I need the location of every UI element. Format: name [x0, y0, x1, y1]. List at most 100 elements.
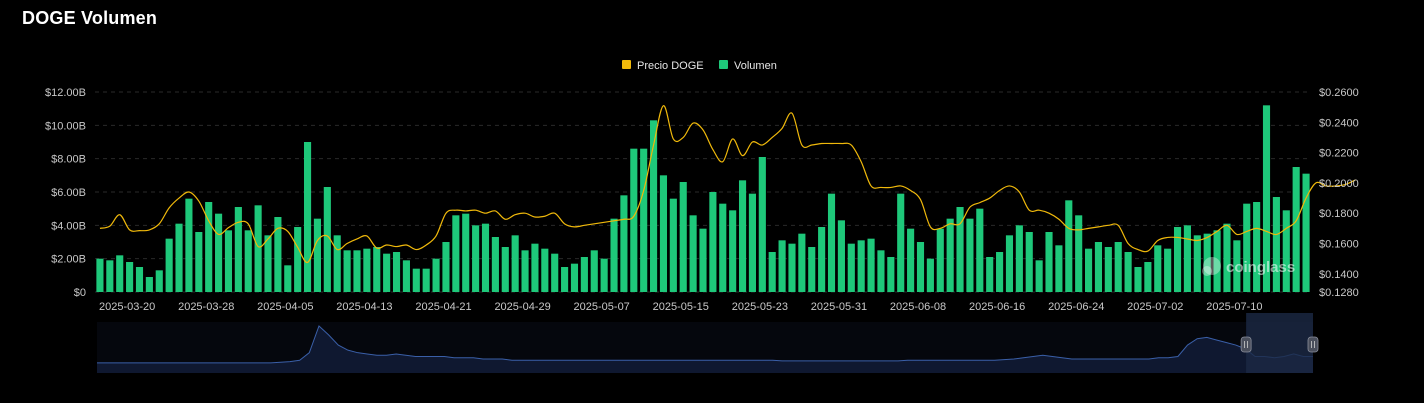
volume-bar[interactable] — [561, 267, 569, 292]
volume-bar[interactable] — [758, 157, 766, 292]
volume-bar[interactable] — [165, 238, 173, 292]
volume-bar[interactable] — [1045, 232, 1053, 292]
volume-bar[interactable] — [363, 248, 371, 292]
price-line-layer[interactable] — [99, 105, 1356, 264]
volume-bar[interactable] — [1134, 267, 1142, 292]
volume-bar[interactable] — [1055, 245, 1063, 292]
volume-bar[interactable] — [887, 257, 895, 292]
volume-bar[interactable] — [1183, 225, 1191, 292]
volume-bar[interactable] — [264, 235, 272, 292]
volume-bar[interactable] — [452, 215, 460, 292]
navigator[interactable] — [97, 313, 1319, 373]
volume-bar[interactable] — [1193, 235, 1201, 292]
volume-bar[interactable] — [1144, 262, 1152, 292]
volume-bar[interactable] — [1065, 200, 1073, 292]
volume-bar[interactable] — [748, 193, 756, 292]
volume-bar[interactable] — [511, 235, 519, 292]
volume-bar[interactable] — [313, 218, 321, 292]
volume-bar[interactable] — [333, 235, 341, 292]
volume-bar[interactable] — [1213, 230, 1221, 292]
volume-bar[interactable] — [323, 187, 331, 292]
volume-bar[interactable] — [1262, 105, 1271, 292]
volume-bar[interactable] — [116, 255, 124, 292]
volume-bar[interactable] — [1154, 245, 1162, 292]
volume-bar[interactable] — [1223, 223, 1231, 292]
volume-bar[interactable] — [481, 223, 490, 292]
volume-bar[interactable] — [294, 227, 302, 292]
volume-bar[interactable] — [1282, 210, 1290, 292]
volume-bar[interactable] — [353, 250, 361, 292]
volume-bar[interactable] — [392, 252, 401, 292]
volume-bar[interactable] — [907, 228, 915, 292]
volume-bar[interactable] — [1114, 242, 1122, 292]
volume-bar[interactable] — [1104, 247, 1112, 292]
legend-item-price[interactable]: Precio DOGE — [622, 60, 704, 72]
volume-bar[interactable] — [600, 258, 608, 292]
volume-bar[interactable] — [491, 237, 499, 292]
volume-bar[interactable] — [185, 198, 193, 292]
volume-bar[interactable] — [373, 247, 381, 292]
volume-bar[interactable] — [254, 205, 262, 292]
volume-bar[interactable] — [472, 225, 480, 292]
volume-bar[interactable] — [1164, 248, 1172, 292]
volume-bar[interactable] — [1015, 225, 1023, 292]
volume-bar[interactable] — [768, 252, 776, 292]
volume-bar[interactable] — [857, 240, 865, 292]
volume-bar[interactable] — [135, 267, 144, 292]
volume-bar[interactable] — [244, 230, 252, 292]
volume-bar[interactable] — [966, 218, 974, 292]
volume-bar[interactable] — [402, 260, 410, 292]
navigator-selection[interactable] — [1246, 313, 1313, 373]
volume-bar[interactable] — [422, 268, 430, 292]
volume-bar[interactable] — [669, 198, 677, 292]
volume-bar[interactable] — [827, 193, 836, 292]
handle-grip-icon[interactable] — [1240, 336, 1252, 353]
navigator-handle-left[interactable] — [1240, 336, 1252, 353]
volume-bar[interactable] — [946, 218, 954, 292]
volume-bar[interactable] — [126, 262, 134, 292]
volume-bar[interactable] — [1243, 203, 1251, 292]
volume-bar[interactable] — [1035, 260, 1043, 292]
volume-bar[interactable] — [659, 175, 668, 292]
volume-bar[interactable] — [432, 258, 440, 292]
volume-bar[interactable] — [1025, 232, 1033, 292]
volume-bar[interactable] — [1173, 227, 1182, 292]
volume-bar[interactable] — [442, 242, 450, 292]
navigator-handle-right[interactable] — [1307, 336, 1319, 353]
volume-bar[interactable] — [818, 227, 826, 292]
volume-bar[interactable] — [462, 213, 470, 292]
volume-bar[interactable] — [521, 250, 529, 292]
volume-bar[interactable] — [996, 252, 1004, 292]
volume-bar[interactable] — [1302, 173, 1310, 292]
volume-bar[interactable] — [383, 253, 391, 292]
volume-bar[interactable] — [936, 228, 944, 292]
volume-bar[interactable] — [808, 247, 816, 292]
volume-bar[interactable] — [551, 253, 559, 292]
volume-bar[interactable] — [195, 232, 203, 292]
volume-bar[interactable] — [106, 260, 114, 292]
volume-bar[interactable] — [303, 142, 312, 292]
volume-bar[interactable] — [343, 250, 351, 292]
volume-bar[interactable] — [1292, 167, 1300, 292]
volume-bar[interactable] — [729, 210, 737, 292]
volume-bar[interactable] — [224, 230, 233, 292]
volume-bar[interactable] — [234, 207, 242, 292]
volume-bar[interactable] — [1233, 240, 1241, 292]
volume-bar[interactable] — [570, 263, 579, 292]
volume-bar[interactable] — [590, 250, 598, 292]
volume-bar[interactable] — [689, 215, 697, 292]
volume-bar[interactable] — [412, 268, 420, 292]
volume-bar[interactable] — [877, 250, 885, 292]
price-line[interactable] — [99, 105, 1356, 264]
volume-bar[interactable] — [155, 270, 163, 292]
volume-bar[interactable] — [709, 192, 717, 292]
legend[interactable]: Precio DOGE Volumen — [622, 60, 777, 72]
volume-bar[interactable] — [867, 238, 875, 292]
volume-bar[interactable] — [205, 202, 213, 292]
volume-bar[interactable] — [630, 148, 638, 292]
volume-bar[interactable] — [501, 247, 509, 292]
volume-bar[interactable] — [897, 193, 905, 292]
legend-item-volume[interactable]: Volumen — [719, 60, 777, 72]
volume-bar[interactable] — [788, 243, 796, 292]
volume-bar[interactable] — [778, 240, 786, 292]
